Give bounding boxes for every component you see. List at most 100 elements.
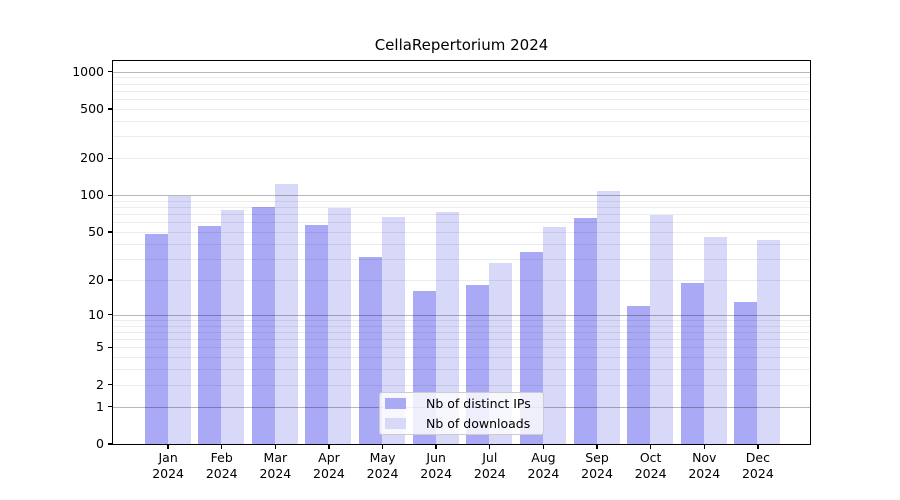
bar-distinct-ips-jan [144,234,168,444]
legend-entry-distinct-ips: Nb of distinct IPs [385,394,543,414]
y-tick-mark [108,157,113,159]
y-tick-mark [108,346,113,349]
minor-gridline [113,207,810,209]
bar-downloads-apr [328,207,352,444]
x-tick-mark [703,444,705,449]
y-tick-mark [108,231,113,233]
bar-distinct-ips-mar [251,207,275,444]
bar-distinct-ips-sep [573,218,597,444]
bar-downloads-may [382,217,406,444]
y-tick-label: 50 [88,224,104,240]
minor-gridline [113,369,810,371]
bar-distinct-ips-dec [734,301,758,444]
minor-gridline [113,136,810,138]
x-tick-label: Mar 2024 [259,450,292,481]
minor-gridline [113,83,810,85]
bar-downloads-oct [650,215,674,444]
minor-gridline [113,258,810,260]
minor-gridline [113,222,810,224]
legend: Nb of distinct IPs Nb of downloads [379,392,544,435]
minor-gridline [113,158,810,160]
major-gridline [113,195,810,197]
bar-distinct-ips-apr [305,225,329,444]
legend-entry-downloads: Nb of downloads [385,414,543,434]
x-tick-label: Jun 2024 [420,450,453,481]
y-tick-mark [108,405,113,408]
y-tick-label: 500 [80,101,104,116]
x-tick-label: Aug 2024 [527,450,560,481]
x-tick-label: Jan 2024 [152,450,185,481]
minor-gridline [113,99,810,101]
bar-distinct-ips-may [359,257,383,444]
legend-swatch-distinct-ips [385,398,406,409]
x-tick-mark [757,444,759,449]
x-tick-label: Apr 2024 [313,450,345,481]
bar-distinct-ips-nov [680,282,704,444]
y-tick-label: 10 [88,306,104,322]
bar-downloads-nov [703,236,727,444]
plot-frame [112,60,811,445]
minor-gridline [113,121,810,122]
minor-gridline [113,90,810,92]
bar-downloads-jun [435,212,459,444]
minor-gridline [113,77,810,79]
x-tick-label: Feb 2024 [205,450,238,481]
x-tick-label: Oct 2024 [634,450,667,481]
minor-gridline [113,243,810,245]
bar-downloads-dec [757,240,781,444]
x-tick-mark [435,444,437,449]
y-tick-label: 5 [96,339,104,355]
x-tick-label: Nov 2024 [688,450,721,481]
y-tick-label: 20 [88,271,104,287]
minor-gridline [113,384,810,386]
x-tick-mark [328,444,330,449]
chart-title: CellaRepertorium 2024 [374,36,549,54]
x-tick-label: Dec 2024 [741,450,774,481]
bar-distinct-ips-oct [627,305,651,444]
y-tick-mark [108,194,113,196]
bar-distinct-ips-feb [198,226,222,444]
x-tick-mark [274,444,277,449]
x-tick-mark [649,444,652,449]
minor-gridline [113,331,810,333]
bar-downloads-aug [542,227,566,444]
minor-gridline [113,325,810,327]
y-tick-mark [108,443,113,445]
y-tick-mark [108,71,113,73]
x-tick-mark [167,444,169,449]
y-tick-label: 2 [96,376,104,392]
legend-label-downloads: Nb of downloads [426,416,531,431]
x-tick-label: May 2024 [366,450,399,481]
y-tick-mark [108,384,113,386]
major-gridline [113,71,810,73]
y-tick-label: 1 [96,398,104,414]
minor-gridline [113,232,810,234]
y-tick-mark [108,314,113,316]
minor-gridline [113,319,810,321]
y-tick-mark [108,108,113,110]
bar-downloads-mar [274,184,298,444]
minor-gridline [113,339,810,341]
y-tick-label: 0 [96,436,104,451]
legend-swatch-downloads [385,418,406,429]
minor-gridline [113,109,810,110]
y-tick-label: 1000 [72,63,104,79]
bar-downloads-sep [596,191,620,444]
x-tick-mark [542,444,545,449]
major-gridline [113,314,810,316]
bar-downloads-jan [167,195,191,444]
x-tick-mark [381,444,384,449]
minor-gridline [113,200,810,202]
y-tick-mark [108,279,113,281]
bar-downloads-feb [221,209,245,444]
x-tick-label: Jul 2024 [473,450,506,481]
y-tick-label: 200 [80,150,104,166]
x-tick-label: Sep 2024 [581,450,613,481]
minor-gridline [113,214,810,216]
minor-gridline [113,279,810,281]
x-tick-mark [489,444,491,449]
x-tick-mark [221,444,223,449]
minor-gridline [113,357,810,359]
x-tick-mark [596,444,598,449]
y-tick-label: 100 [80,187,104,203]
